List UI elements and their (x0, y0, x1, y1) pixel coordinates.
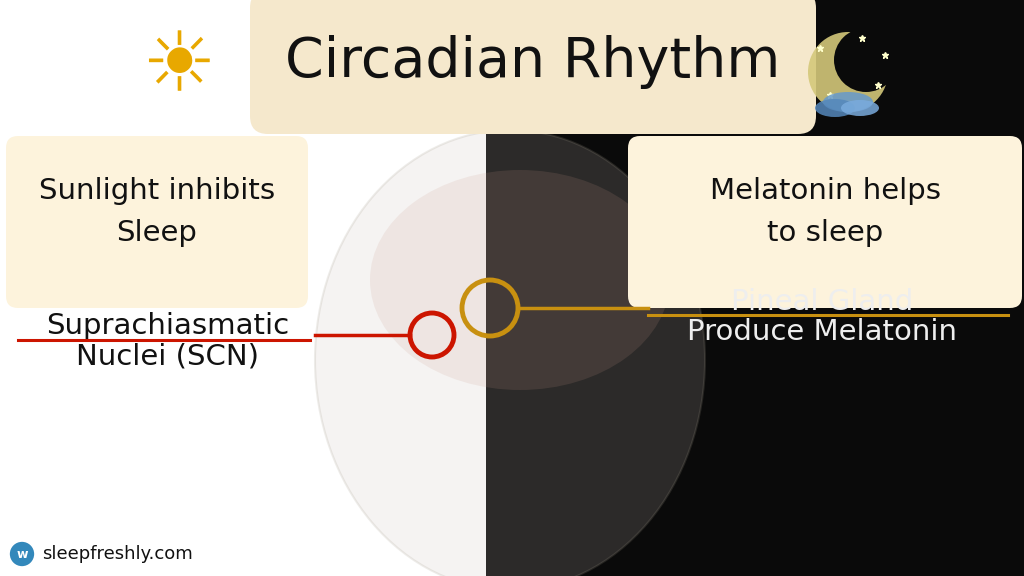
Ellipse shape (823, 92, 873, 112)
Circle shape (808, 32, 888, 112)
Bar (486, 0, 1024, 576)
Text: Sunlight inhibits
Sleep: Sunlight inhibits Sleep (39, 177, 275, 247)
Text: Suprachiasmatic: Suprachiasmatic (46, 312, 290, 340)
Bar (0, 0, 486, 576)
Circle shape (834, 28, 898, 92)
Circle shape (9, 541, 35, 567)
FancyBboxPatch shape (628, 136, 1022, 308)
Text: w: w (16, 548, 28, 560)
Text: Pineal Gland: Pineal Gland (731, 288, 913, 316)
Text: ☀: ☀ (140, 28, 215, 108)
Text: sleepfreshly.com: sleepfreshly.com (42, 545, 193, 563)
Ellipse shape (315, 130, 705, 576)
FancyBboxPatch shape (6, 136, 308, 308)
Ellipse shape (841, 100, 879, 116)
Ellipse shape (815, 99, 855, 117)
Ellipse shape (370, 170, 670, 390)
Text: Produce Melatonin: Produce Melatonin (687, 318, 957, 346)
Text: Circadian Rhythm: Circadian Rhythm (286, 35, 780, 89)
Text: Nuclei (SCN): Nuclei (SCN) (77, 342, 259, 370)
FancyBboxPatch shape (250, 0, 816, 134)
Text: Melatonin helps
to sleep: Melatonin helps to sleep (710, 177, 940, 247)
